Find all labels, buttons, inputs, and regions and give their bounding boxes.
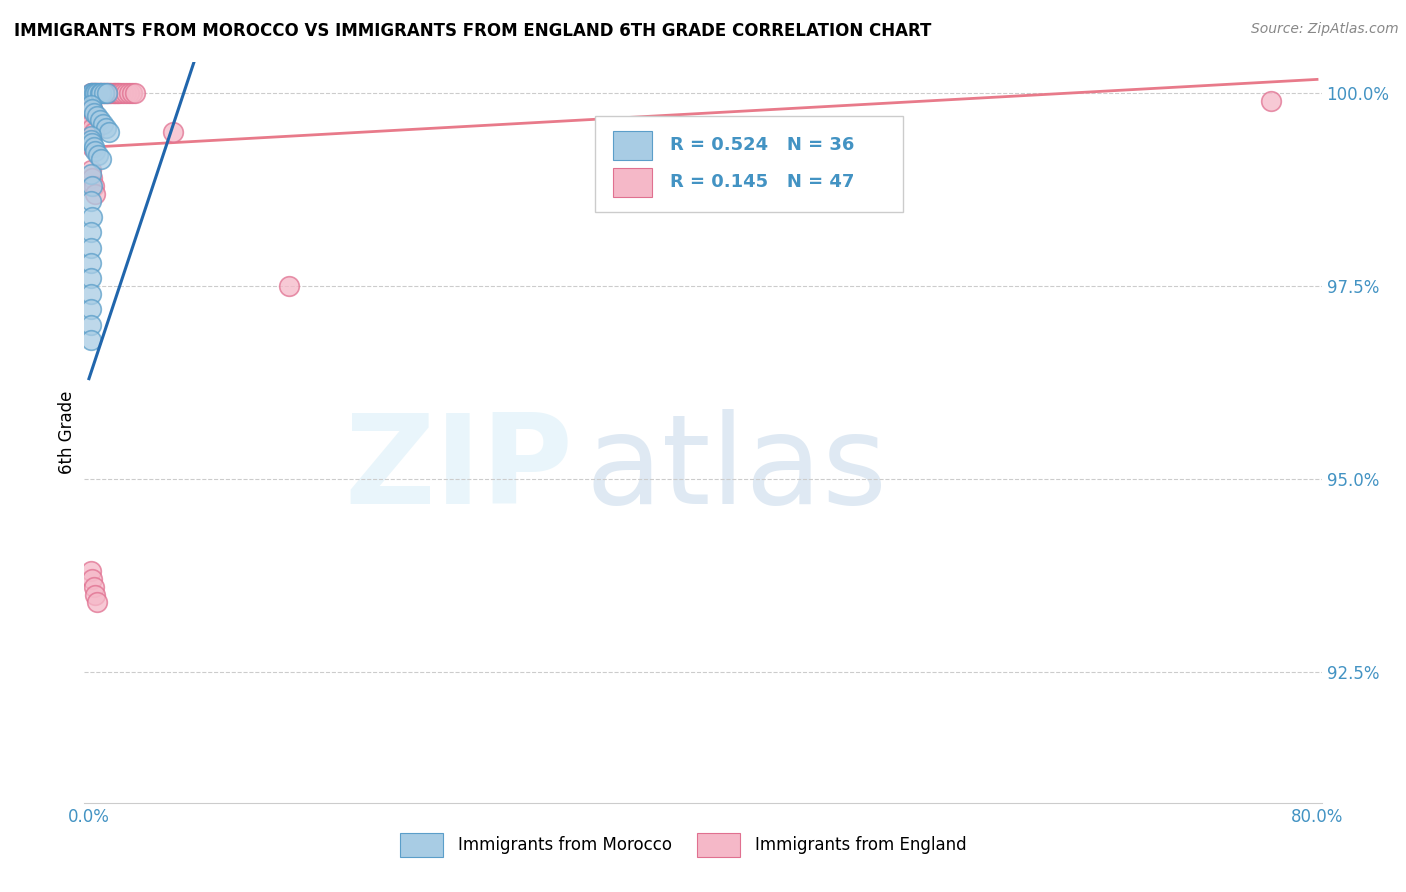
Y-axis label: 6th Grade: 6th Grade (58, 391, 76, 475)
Point (94, 87, 117, 101)
Point (93, 87, 115, 101)
Point (83, 178, 105, 193)
Point (79, 87, 101, 101)
Point (89, 87, 111, 101)
Point (79, 286, 101, 301)
Point (79, 302, 101, 317)
Point (87, 148, 110, 162)
Point (80, 210, 103, 224)
Text: Immigrants from England: Immigrants from England (755, 836, 966, 854)
Point (90, 152, 112, 166)
Point (101, 87, 124, 101)
Text: Immigrants from Morocco: Immigrants from Morocco (458, 836, 672, 854)
Point (80, 102, 103, 116)
Point (79, 225, 101, 239)
Point (80, 120, 103, 135)
Point (83, 87, 105, 101)
Point (91, 117, 114, 131)
Point (86, 110, 108, 124)
Point (79, 98, 101, 112)
Point (79, 98, 101, 112)
Bar (613, 168, 652, 197)
Point (84, 110, 107, 124)
Point (86, 595, 108, 609)
Point (93, 87, 115, 101)
Point (100, 87, 122, 101)
Point (96, 87, 118, 101)
Text: R = 0.145   N = 47: R = 0.145 N = 47 (669, 173, 853, 192)
Point (89, 113, 111, 128)
Point (79, 240, 101, 254)
Point (79, 132, 101, 146)
Bar (613, 130, 652, 161)
Point (79, 194, 101, 209)
FancyBboxPatch shape (595, 117, 904, 212)
Point (79, 87, 101, 101)
Point (121, 87, 143, 101)
Point (84, 144, 107, 158)
Point (103, 87, 125, 101)
Point (90, 87, 112, 101)
Point (97, 125, 120, 139)
Point (83, 125, 105, 139)
Point (114, 87, 136, 101)
Point (84, 87, 107, 101)
Point (79, 333, 101, 347)
Point (83, 105, 105, 120)
Point (80, 178, 103, 193)
Point (108, 87, 131, 101)
Bar (697, 833, 741, 857)
Point (105, 87, 128, 101)
Point (79, 136, 101, 151)
Text: IMMIGRANTS FROM MOROCCO VS IMMIGRANTS FROM ENGLAND 6TH GRADE CORRELATION CHART: IMMIGRANTS FROM MOROCCO VS IMMIGRANTS FR… (14, 22, 931, 40)
Point (1260, 94, 1282, 108)
Point (80, 140, 103, 154)
Text: Source: ZipAtlas.com: Source: ZipAtlas.com (1251, 22, 1399, 37)
Point (80, 102, 103, 116)
Point (84, 87, 107, 101)
Point (79, 271, 101, 285)
Point (79, 163, 101, 178)
Point (97, 87, 120, 101)
Text: ZIP: ZIP (344, 409, 574, 530)
Text: R = 0.524   N = 36: R = 0.524 N = 36 (669, 136, 853, 154)
Point (80, 572, 103, 586)
Point (84, 186, 107, 201)
Point (79, 167, 101, 181)
Point (87, 87, 110, 101)
Point (89, 87, 111, 101)
Point (79, 565, 101, 579)
Text: atlas: atlas (585, 409, 887, 530)
Point (90, 87, 112, 101)
Point (124, 87, 146, 101)
Point (80, 171, 103, 186)
Point (80, 87, 103, 101)
Point (83, 87, 105, 101)
Point (80, 136, 103, 151)
Point (86, 113, 108, 128)
Point (86, 87, 108, 101)
Point (118, 87, 141, 101)
Point (83, 140, 105, 154)
Point (83, 105, 105, 120)
Point (79, 318, 101, 332)
Point (162, 125, 184, 139)
Point (277, 279, 299, 293)
Bar (399, 833, 443, 857)
Point (79, 256, 101, 270)
Point (79, 128, 101, 143)
Point (86, 87, 108, 101)
Point (91, 87, 114, 101)
Point (111, 87, 134, 101)
Point (84, 588, 107, 602)
Point (83, 580, 105, 594)
Point (107, 87, 129, 101)
Point (94, 120, 117, 135)
Point (80, 87, 103, 101)
Point (104, 87, 127, 101)
Point (79, 117, 101, 131)
Point (96, 87, 118, 101)
